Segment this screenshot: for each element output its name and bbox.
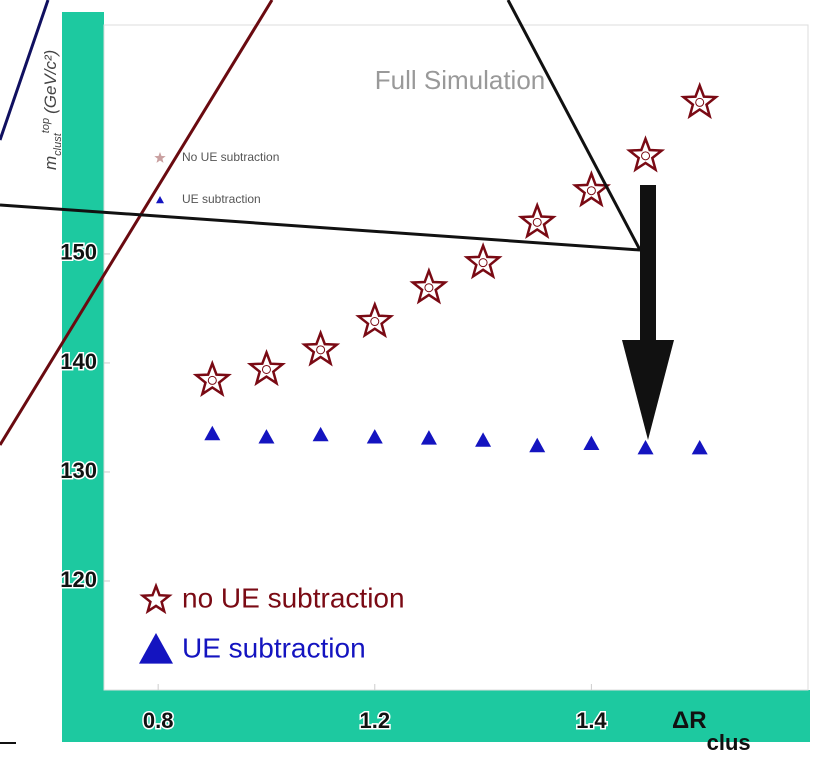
inner-legend-marker — [154, 152, 166, 163]
star-marker — [571, 170, 611, 208]
axis-band — [62, 12, 104, 712]
star-marker — [355, 300, 395, 339]
annotations — [0, 0, 674, 744]
y-tick-label: 150 — [60, 240, 97, 265]
inner-legend-label: No UE subtraction — [182, 150, 279, 164]
star-marker — [463, 242, 503, 280]
star-marker — [517, 201, 557, 239]
annotation-line — [0, 0, 274, 446]
y-axis-label: mclusttop (GeV/c²) — [40, 50, 64, 170]
star-point — [301, 329, 341, 367]
inner-title: Full Simulation — [375, 65, 546, 95]
star-point — [246, 348, 286, 387]
legend-marker — [139, 633, 173, 664]
annotation-line — [506, 0, 642, 251]
triangle-point — [366, 429, 383, 444]
star-point — [680, 81, 720, 120]
y-tick-label: 120 — [60, 567, 97, 592]
triangle-point — [204, 425, 221, 441]
star-center — [641, 151, 651, 161]
arrow-shaft — [640, 185, 656, 345]
star-marker — [192, 359, 232, 397]
star-marker — [409, 267, 449, 305]
star-center — [586, 186, 596, 196]
star-marker — [301, 329, 341, 367]
legend-label: no UE subtraction — [182, 582, 405, 613]
arrow-head — [622, 340, 674, 440]
x-tick-label: 1.2 — [359, 708, 390, 733]
x-axis-label: ΔRclus — [672, 707, 751, 754]
star-marker — [680, 81, 720, 120]
triangle-point — [475, 432, 492, 447]
star-point — [571, 170, 611, 208]
y-tick-label: 130 — [60, 458, 97, 483]
star-center — [316, 345, 326, 355]
annotation-line — [0, 0, 50, 141]
star-center — [370, 317, 380, 327]
y-label-sup: top — [40, 118, 52, 133]
star-center — [261, 364, 271, 374]
star-point — [517, 201, 557, 239]
x-label-sub: clus — [707, 730, 751, 755]
y-label-sub: clust — [52, 132, 64, 156]
triangle-point — [691, 439, 708, 455]
y-label-symbol: m — [41, 156, 60, 170]
star-point — [355, 300, 395, 339]
legend-label: UE subtraction — [182, 632, 366, 663]
x-tick-label: 0.8 — [143, 708, 174, 733]
star-point — [626, 135, 666, 173]
triangle-point — [583, 435, 600, 451]
x-tick-label: 1.4 — [576, 708, 607, 733]
star-point — [463, 242, 503, 280]
star-point — [409, 267, 449, 305]
y-label-unit: (GeV/c²) — [41, 50, 60, 114]
y-tick-label: 140 — [60, 349, 97, 374]
star-center — [478, 258, 488, 268]
star-center — [424, 283, 434, 293]
star-marker — [246, 348, 286, 387]
triangle-point — [258, 429, 275, 444]
inner-legend-marker — [156, 196, 164, 204]
triangle-point — [312, 426, 329, 442]
star-point — [192, 359, 232, 397]
x-label-symbol: ΔR — [672, 707, 707, 734]
triangle-point — [529, 437, 546, 453]
star-center — [532, 217, 542, 227]
star-marker — [626, 135, 666, 173]
legend-marker — [139, 582, 173, 615]
star-center — [207, 375, 217, 385]
annotation-line — [0, 203, 641, 252]
axis-band — [62, 690, 810, 742]
inner-legend-label: UE subtraction — [182, 192, 261, 206]
triangle-point — [637, 439, 654, 455]
plot-frame — [103, 24, 809, 691]
triangle-point — [420, 430, 437, 445]
star-center — [695, 97, 705, 107]
